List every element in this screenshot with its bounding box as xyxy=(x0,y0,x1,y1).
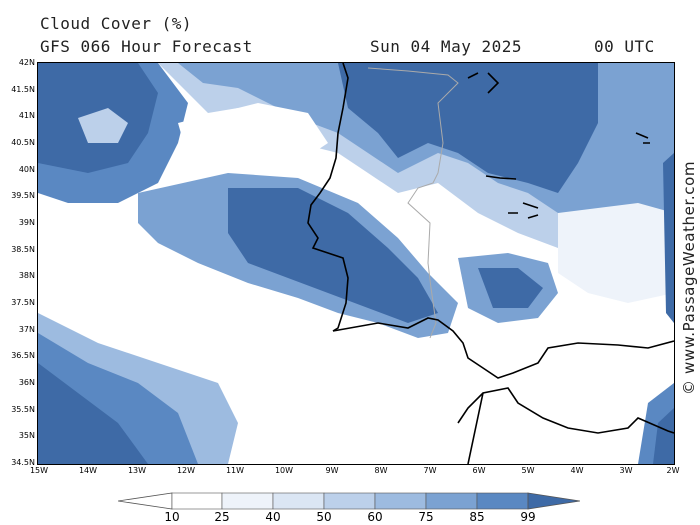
legend-bin xyxy=(221,492,274,510)
lon-label: 7W xyxy=(423,466,437,475)
lon-label: 5W xyxy=(521,466,535,475)
lon-label: 6W xyxy=(472,466,486,475)
color-legend xyxy=(118,492,580,510)
legend-bin xyxy=(323,492,376,510)
lat-label: 38N xyxy=(18,271,35,280)
legend-bin xyxy=(476,492,529,510)
forecast-time: 00 UTC xyxy=(594,37,655,56)
lat-label: 36.5N xyxy=(11,351,35,360)
lon-label: 8W xyxy=(374,466,388,475)
lat-label: 40N xyxy=(18,165,35,174)
map-canvas xyxy=(38,63,674,464)
lat-label: 37.5N xyxy=(11,298,35,307)
legend-tick: 25 xyxy=(214,510,230,524)
lat-label: 39.5N xyxy=(11,191,35,200)
lon-label: 3W xyxy=(619,466,633,475)
cloud-cover-map xyxy=(37,62,675,465)
lon-label: 13W xyxy=(127,466,147,475)
lon-label: 14W xyxy=(78,466,98,475)
lat-label: 41.5N xyxy=(11,85,35,94)
lat-label: 40.5N xyxy=(11,138,35,147)
lat-label: 34.5N xyxy=(11,458,35,467)
lon-label: 15W xyxy=(29,466,49,475)
coastline xyxy=(307,63,674,464)
legend-bin xyxy=(171,492,223,510)
legend-tick: 10 xyxy=(164,510,180,524)
legend-arrow-right xyxy=(527,492,580,510)
legend-bin xyxy=(425,492,478,510)
legend-arrow-left xyxy=(118,492,173,510)
lon-label: 4W xyxy=(570,466,584,475)
legend-bin xyxy=(374,492,427,510)
lon-label: 9W xyxy=(325,466,339,475)
cloud-field xyxy=(38,63,674,464)
lat-label: 35N xyxy=(18,431,35,440)
legend-tick: 50 xyxy=(316,510,332,524)
website-credit: © www.PassageWeather.com xyxy=(680,160,698,395)
map-title: Cloud Cover (%) xyxy=(40,14,192,33)
lat-label: 38.5N xyxy=(11,245,35,254)
legend-tick: 99 xyxy=(520,510,536,524)
country-borders xyxy=(367,67,459,339)
lat-label: 37N xyxy=(18,325,35,334)
legend-bin xyxy=(272,492,325,510)
lat-label: 39N xyxy=(18,218,35,227)
legend-tick: 85 xyxy=(469,510,485,524)
lat-label: 35.5N xyxy=(11,405,35,414)
lon-label: 12W xyxy=(176,466,196,475)
lat-label: 36N xyxy=(18,378,35,387)
lon-label: 2W xyxy=(666,466,680,475)
lat-label: 41N xyxy=(18,111,35,120)
legend-tick: 75 xyxy=(418,510,434,524)
lon-label: 11W xyxy=(225,466,245,475)
forecast-subtitle: GFS 066 Hour Forecast xyxy=(40,37,253,56)
lon-label: 10W xyxy=(274,466,294,475)
lat-label: 42N xyxy=(18,58,35,67)
legend-tick: 40 xyxy=(265,510,281,524)
legend-tick: 60 xyxy=(367,510,383,524)
forecast-date: Sun 04 May 2025 xyxy=(370,37,522,56)
